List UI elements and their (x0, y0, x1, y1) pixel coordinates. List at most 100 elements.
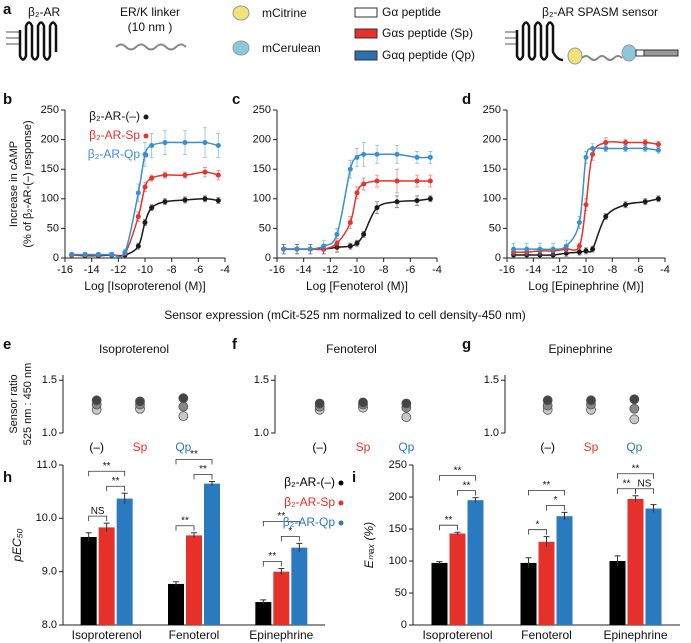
data-point (394, 199, 400, 205)
y-tick-label: 200 (253, 134, 271, 146)
y-tick-label: 150 (253, 163, 271, 175)
significance-bracket (457, 490, 476, 496)
membrane-icon (6, 31, 20, 45)
bar (627, 498, 644, 625)
significance-label: * (536, 519, 540, 530)
y-tick-label: 100 (41, 193, 59, 205)
data-point (590, 145, 596, 151)
data-point (655, 147, 661, 153)
x-tick-label: (–) (540, 440, 555, 454)
y-tick-label: 50 (489, 222, 501, 234)
data-point (122, 249, 128, 255)
legend-label: β₂-AR-Qp (88, 147, 141, 161)
y-axis-label: Eₘₐₓ (%) (362, 522, 376, 568)
data-point (623, 202, 628, 208)
significance-label: ** (268, 551, 276, 562)
chart-title: Fenoterol (326, 342, 377, 356)
data-point (321, 243, 327, 249)
sensor-label: β₂-AR SPASM sensor (542, 5, 658, 19)
error-bar (85, 532, 92, 542)
data-point (427, 178, 433, 184)
data-point (623, 145, 628, 151)
y-tick-label: 100 (389, 555, 407, 567)
data-point (629, 394, 640, 405)
data-point (149, 205, 155, 211)
significance-bracket (175, 459, 213, 465)
error-bar (632, 495, 639, 503)
data-point (576, 243, 582, 249)
data-point (563, 243, 569, 249)
peptide-icon (643, 49, 679, 57)
x-tick-label: -4 (660, 264, 670, 276)
x-tick-label: Sp (584, 440, 599, 454)
y-tick-label: 1.5 (42, 374, 57, 386)
y-tick-label: 250 (483, 104, 501, 116)
panel-letter: e (3, 336, 11, 353)
data-point (202, 169, 208, 175)
y-axis-label: Increase in cAMP (8, 141, 20, 227)
error-bar (103, 522, 110, 532)
panel-letter: c (232, 91, 240, 108)
y-tick-label: 150 (41, 163, 59, 175)
x-axis-label: Log [Isoproterenol (M)] (84, 279, 205, 293)
bar (291, 547, 308, 625)
data-point (354, 154, 360, 160)
x-tick-label: Qp (626, 440, 642, 454)
data-point (178, 401, 189, 412)
legend-marker (143, 133, 149, 139)
legend-marker (143, 114, 149, 120)
legend-label: β₂-AR-(–) (89, 109, 140, 123)
y-tick-label: 10.0 (36, 512, 57, 524)
fluorophore-label: mCitrine (262, 6, 307, 20)
data-point (347, 243, 353, 249)
data-point (281, 246, 287, 252)
significance-bracket (262, 521, 300, 527)
y-tick-label: 100 (253, 193, 271, 205)
bar (645, 508, 662, 625)
data-point (603, 140, 609, 146)
peptide-label: Gαq peptide (Qp) (382, 48, 475, 62)
x-tick-label: -8 (167, 264, 177, 276)
data-point (361, 151, 367, 157)
x-tick-label: -14 (296, 264, 312, 276)
bar (255, 602, 272, 625)
x-tick-label: (–) (312, 440, 327, 454)
y-tick-label: 11.0 (36, 459, 57, 471)
significance-label: ** (190, 449, 198, 460)
significance-bracket (528, 529, 547, 535)
panel-letter: d (462, 91, 471, 108)
data-point (347, 219, 353, 225)
data-point (427, 154, 433, 160)
peptide-icon (354, 28, 378, 39)
significance-bracket (262, 561, 282, 567)
data-point (135, 190, 141, 196)
peptide-icon (635, 49, 645, 57)
mcerulean-icon (232, 40, 250, 56)
x-tick-label: -10 (137, 264, 153, 276)
data-point (414, 178, 420, 184)
data-point (394, 151, 400, 157)
x-tick-label: -10 (578, 264, 594, 276)
data-point (576, 249, 582, 255)
data-point (182, 197, 188, 203)
significance-label: * (554, 495, 558, 506)
mcitrine-icon (567, 47, 583, 65)
linker-icon (581, 55, 623, 61)
error-bar (454, 531, 461, 535)
bar (467, 500, 484, 625)
bar (204, 483, 220, 625)
significance-bracket (175, 525, 195, 531)
y-tick-label: 200 (389, 491, 407, 503)
data-point (215, 198, 221, 204)
panel-letter: a (3, 1, 12, 18)
x-tick-label: Qp (398, 440, 414, 454)
bar (186, 535, 202, 625)
linker-icon (115, 43, 187, 51)
data-point (361, 181, 367, 187)
data-point (374, 151, 380, 157)
data-point (603, 214, 609, 220)
panel-letter: g (462, 336, 471, 353)
significance-label: ** (543, 480, 551, 491)
error-bar (121, 492, 128, 504)
bar (520, 562, 537, 625)
